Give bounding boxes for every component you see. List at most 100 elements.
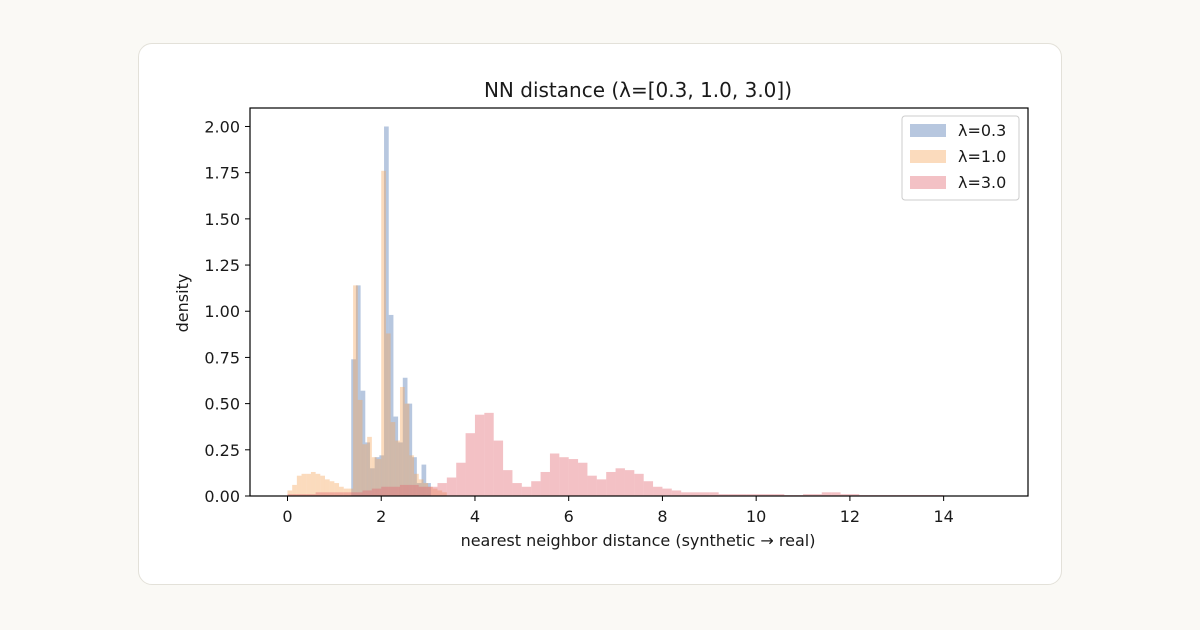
bar-series-1-bin-21 [385, 333, 391, 496]
bar-series-2-bin-16 [437, 483, 447, 496]
bar-series-2-bin-24 [512, 483, 522, 496]
bar-series-2-bin-45 [709, 492, 719, 496]
bar-series-0-bin-10 [398, 442, 403, 496]
y-tick-label: 0.75 [204, 348, 240, 367]
bar-series-1-bin-28 [418, 479, 424, 496]
bar-series-1-bin-2 [296, 475, 302, 496]
y-tick-label: 1.75 [204, 164, 240, 183]
x-axis-label: nearest neighbor distance (synthetic → r… [461, 531, 816, 550]
bar-series-2-bin-38 [643, 481, 654, 496]
bar-series-2-bin-28 [549, 453, 560, 496]
y-tick-label: 1.25 [204, 256, 240, 275]
bar-series-2-bin-58 [831, 492, 841, 496]
bar-series-2-bin-57 [821, 492, 832, 496]
bar-series-0-bin-9 [393, 416, 399, 496]
bar-series-0-bin-14 [416, 483, 422, 496]
y-axis: 0.00 0.25 0.50 0.75 1.00 1.25 1.50 1.75 2.00 [204, 117, 250, 506]
bar-series-1-bin-30 [428, 486, 433, 496]
bar-series-1-bin-31 [432, 488, 438, 496]
bar-series-1-bin-4 [306, 473, 311, 496]
legend-label: λ=0.3 [958, 121, 1006, 140]
bar-series-2-bin-44 [699, 492, 710, 496]
legend-box [901, 115, 1020, 201]
bar-series-0-bin-1 [355, 285, 361, 496]
bar-series-2-bin-56 [812, 494, 822, 496]
bar-series-2-bin-37 [634, 473, 644, 496]
legend-label: λ=3.0 [958, 173, 1006, 192]
bar-series-2-bin-12 [399, 484, 410, 496]
bar-series-2-bin-8 [362, 490, 372, 496]
bar-series-2-bin-55 [803, 494, 813, 496]
bar-series-1-bin-11 [339, 486, 344, 496]
bar-series-2-bin-4 [324, 492, 335, 496]
bar-series-1-bin-13 [348, 488, 354, 496]
bar-series-2-bin-35 [615, 468, 625, 496]
bar-series-0-bin-4 [369, 468, 375, 496]
x-tick-label: 12 [840, 507, 860, 526]
bars-layer [287, 126, 944, 496]
bar-series-1-bin-1 [292, 484, 297, 496]
legend-swatch [910, 176, 946, 189]
bar-series-2-bin-20 [474, 414, 485, 496]
bar-series-2-bin-2 [306, 494, 316, 496]
y-tick-label: 0.00 [204, 487, 240, 506]
bar-series-0-bin-0 [351, 359, 356, 496]
y-tick-label: 2.00 [204, 117, 240, 136]
bar-series-2-bin-11 [390, 486, 400, 496]
x-tick-label: 10 [746, 507, 766, 526]
bar-series-1-bin-12 [343, 488, 349, 496]
bar-series-0-bin-7 [384, 126, 389, 496]
legend-swatch [910, 150, 946, 163]
bar-series-2-bin-7 [353, 492, 363, 496]
bar-series-0-bin-12 [407, 403, 413, 496]
bar-series-1-bin-29 [423, 483, 429, 496]
bar-series-0-bin-13 [412, 457, 417, 496]
bar-series-2-bin-29 [559, 457, 569, 496]
bar-series-0-bin-3 [365, 442, 370, 496]
bar-series-2-bin-52 [774, 494, 785, 496]
plot-frame [249, 107, 1029, 497]
bar-series-1-bin-32 [437, 490, 443, 496]
x-tick-label: 0 [282, 507, 292, 526]
bar-series-1-bin-23 [395, 440, 400, 496]
bar-series-2-bin-30 [568, 459, 579, 496]
bar-series-1-bin-14 [353, 285, 358, 496]
bar-series-1-bin-8 [324, 479, 330, 496]
bar-series-1-bin-16 [362, 444, 368, 496]
bar-series-2-bin-59 [840, 494, 850, 496]
x-tick-label: 4 [470, 507, 480, 526]
bar-series-2-bin-50 [756, 494, 766, 496]
bar-series-2-bin-14 [418, 486, 429, 496]
bar-series-2-bin-40 [662, 488, 672, 496]
x-axis: 0 2 4 6 8 10 12 14 [282, 496, 954, 526]
bar-series-2-bin-0 [287, 494, 297, 496]
bar-series-0-bin-11 [402, 377, 408, 496]
bar-series-1-bin-18 [371, 457, 377, 496]
bar-series-0-bin-15 [421, 464, 427, 496]
x-tick-label: 8 [657, 507, 667, 526]
bar-series-2-bin-43 [690, 492, 700, 496]
legend-swatch [910, 124, 946, 137]
bar-series-2-bin-22 [493, 440, 504, 496]
bar-series-2-bin-49 [746, 494, 757, 496]
bar-series-1-bin-0 [287, 490, 293, 496]
bar-series-1-bin-33 [442, 492, 447, 496]
bar-series-0-bin-5 [374, 457, 380, 496]
bar-series-2-bin-19 [465, 433, 475, 496]
bar-series-2-bin-9 [371, 488, 382, 496]
bar-series-2-bin-3 [315, 492, 325, 496]
bar-series-0-bin-8 [388, 314, 394, 496]
bar-series-2-bin-15 [428, 486, 438, 496]
bar-series-0-bin-6 [379, 455, 385, 496]
bar-series-1-bin-10 [334, 483, 340, 496]
bar-series-2-bin-18 [456, 462, 466, 496]
bar-series-1-bin-22 [390, 422, 396, 496]
bar-series-2-bin-32 [587, 475, 597, 496]
bar-series-2-bin-51 [765, 494, 775, 496]
bar-series-1-bin-9 [329, 481, 335, 496]
x-tick-label: 6 [564, 507, 574, 526]
y-tick-label: 1.00 [204, 302, 240, 321]
bar-series-2-bin-23 [503, 470, 513, 496]
bar-series-2-bin-41 [671, 490, 682, 496]
legend-label: λ=1.0 [958, 147, 1006, 166]
